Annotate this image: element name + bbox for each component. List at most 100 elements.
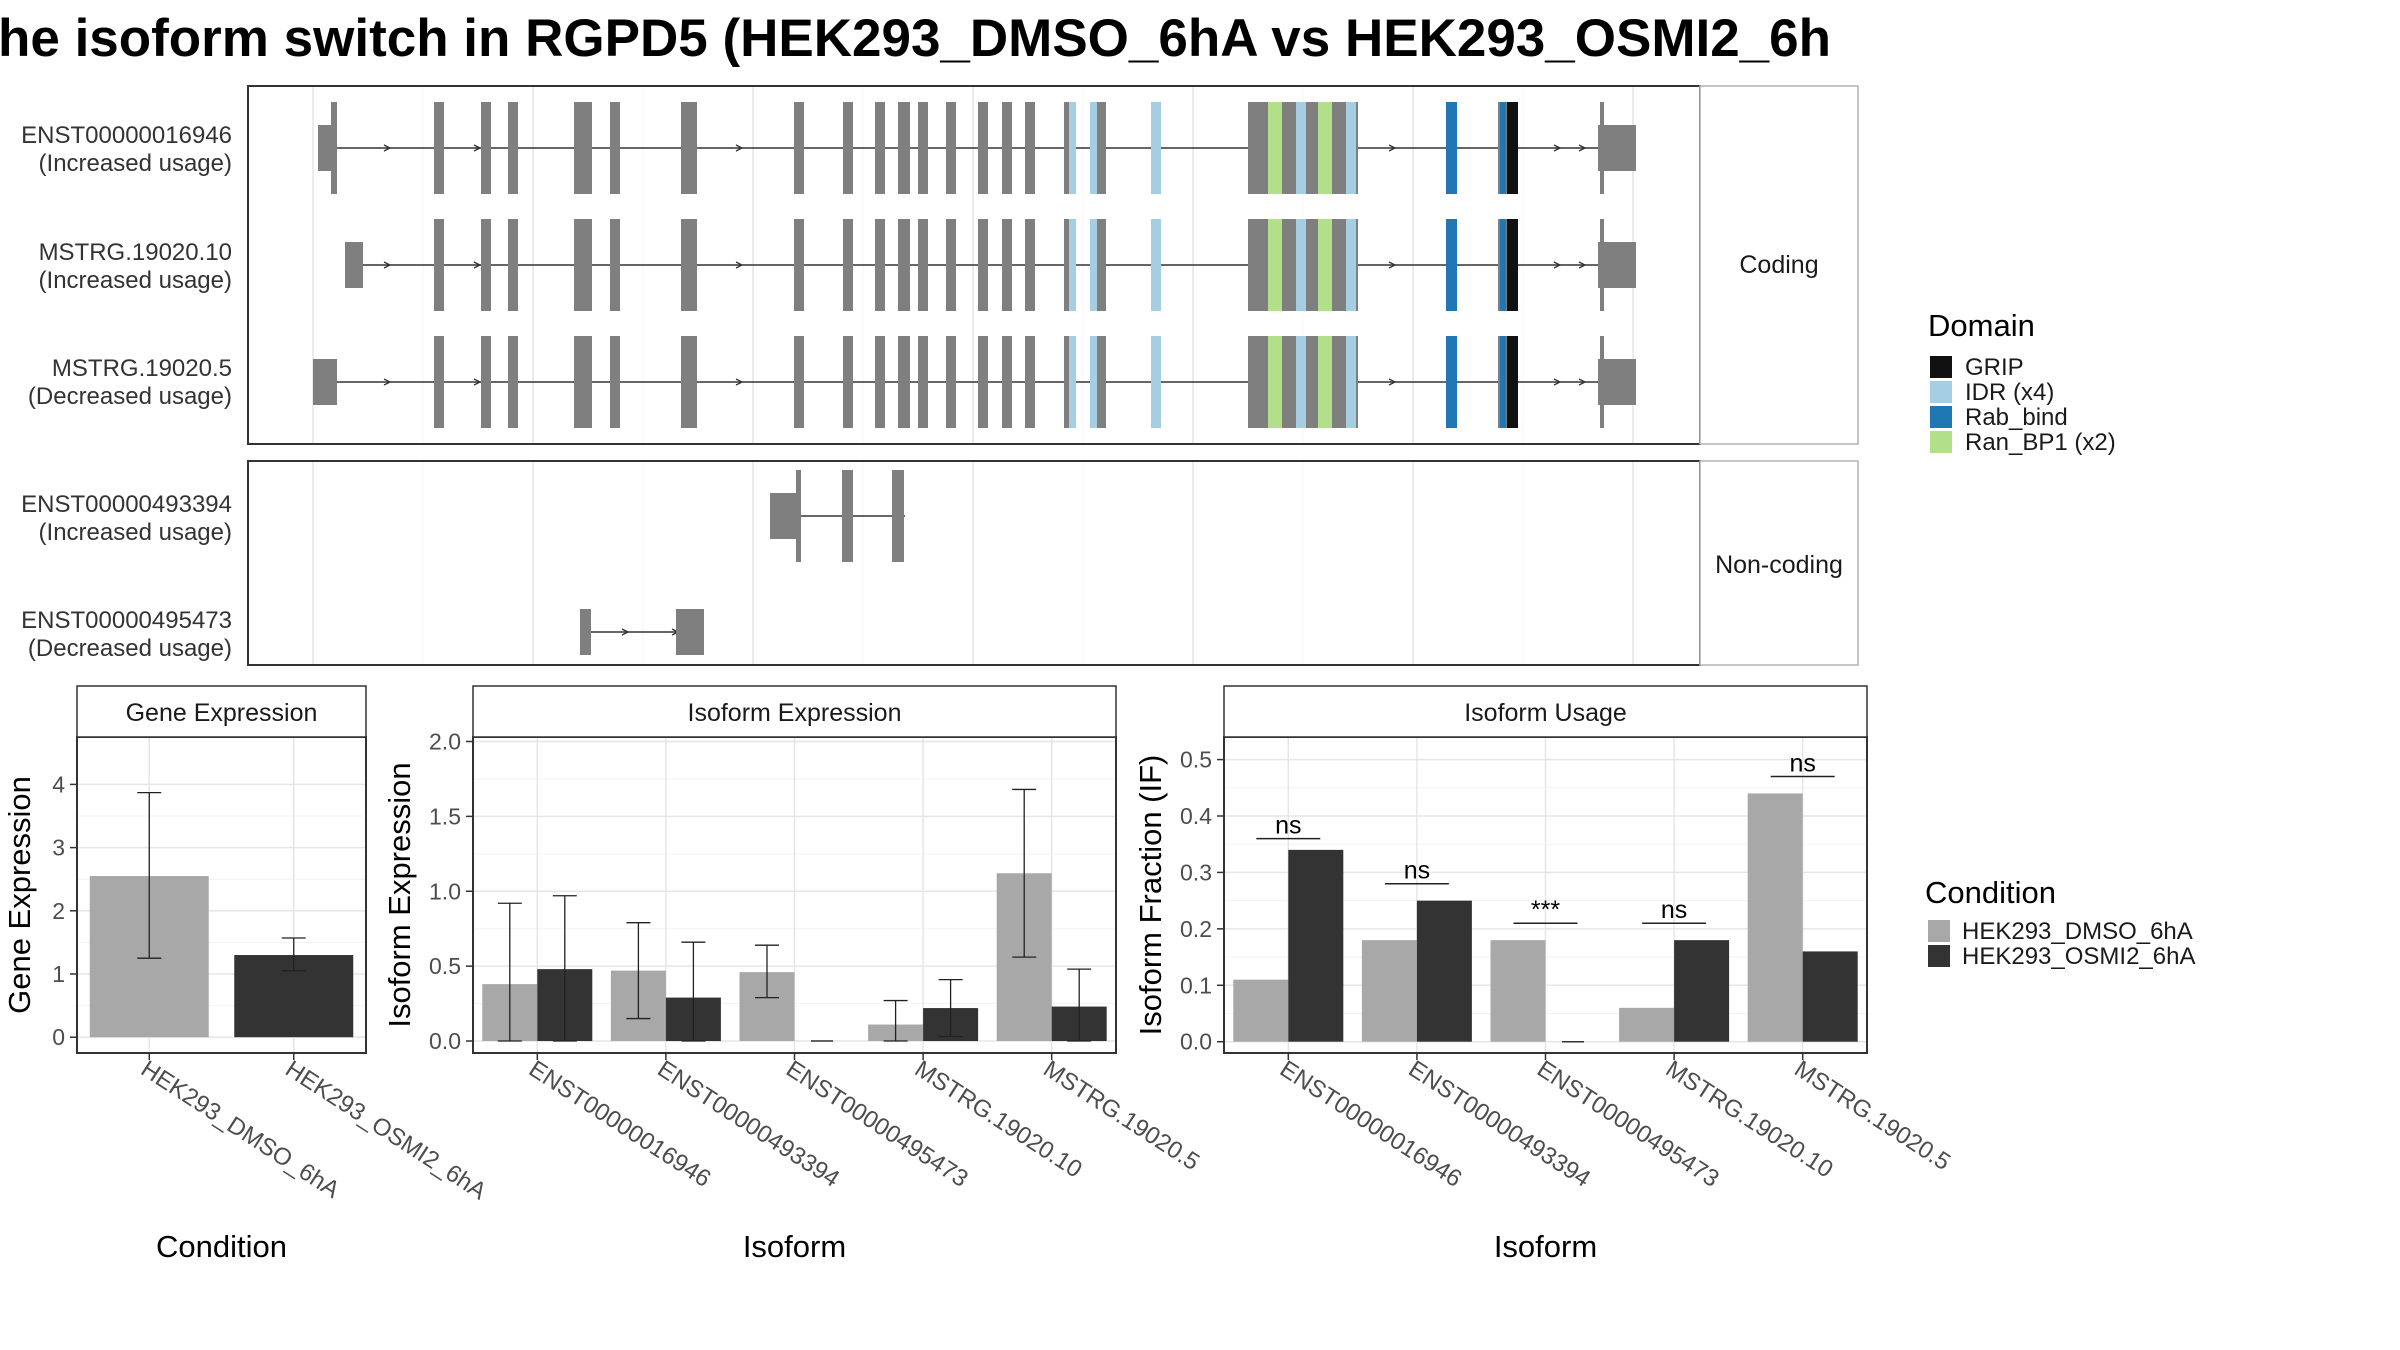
direction-arrow (383, 378, 392, 386)
direction-arrow (1553, 261, 1562, 269)
exon-block (978, 219, 988, 311)
exon-block (843, 219, 853, 311)
coding-panel: Coding (247, 85, 1859, 445)
exon-block (898, 336, 910, 428)
y-tick-label: 0.2 (1180, 916, 1212, 942)
panel-strip (472, 685, 1117, 738)
direction-arrow (1553, 378, 1562, 386)
transcript-label: ENST00000495473 (Decreased usage) (21, 607, 232, 662)
bar (1416, 900, 1472, 1042)
exon-block (610, 336, 620, 428)
exon-block (898, 102, 910, 194)
exon-block (610, 102, 620, 194)
legend-key (1928, 945, 1950, 967)
y-tick-label: 0.1 (1180, 972, 1212, 998)
y-tick-label: 0.5 (1180, 747, 1212, 773)
legend-key (1928, 920, 1950, 942)
exon-block (770, 493, 798, 539)
direction-arrow (383, 144, 392, 152)
exon-block (1025, 336, 1035, 428)
exon-block (345, 242, 363, 288)
domain-block (1069, 102, 1076, 194)
bar (1802, 951, 1858, 1042)
exon-block (313, 359, 337, 405)
direction-arrow (473, 378, 482, 386)
exon-block (610, 219, 620, 311)
bar (1747, 793, 1803, 1042)
exon-block (481, 336, 491, 428)
domain-block (1500, 336, 1506, 428)
exon-block (434, 336, 444, 428)
y-tick-label: 1.5 (429, 803, 461, 829)
significance-label: *** (1531, 896, 1560, 924)
exon-block (1096, 219, 1106, 311)
exon-block (918, 102, 928, 194)
significance-label: ns (1789, 750, 1815, 778)
exon-block (508, 219, 518, 311)
y-tick-label: 3 (52, 835, 65, 861)
bar (1619, 1007, 1675, 1042)
y-tick-label: 2 (52, 898, 65, 924)
exon-block (946, 102, 956, 194)
direction-arrow (1578, 144, 1587, 152)
legend-label: Rab_bind (1965, 404, 2068, 431)
exon-block (875, 219, 885, 311)
domain-block (1151, 219, 1161, 311)
exon-block (1598, 359, 1636, 405)
exon-block (946, 336, 956, 428)
exon-block (918, 219, 928, 311)
y-axis-label: Gene Expression (2, 776, 37, 1014)
direction-arrow (1553, 144, 1562, 152)
domain-block (1507, 102, 1518, 194)
domain-block (1151, 102, 1161, 194)
domain-block (1318, 102, 1332, 194)
exon-block (318, 125, 332, 171)
transcript-label: MSTRG.19020.10 (Increased usage) (39, 239, 232, 294)
direction-arrow (473, 144, 482, 152)
domain-block (1069, 336, 1076, 428)
exon-block (1598, 125, 1636, 171)
exon-block (580, 609, 591, 655)
transcript-track (313, 336, 1636, 428)
direction-arrow (735, 144, 744, 152)
exon-block (892, 470, 904, 562)
domain-block (1446, 219, 1457, 311)
legend-label: Ran_BP1 (x2) (1965, 429, 2116, 456)
x-axis-label: Isoform (1494, 1229, 1597, 1264)
y-tick-label: 0.4 (1180, 803, 1212, 829)
exon-block (978, 102, 988, 194)
exon-block (842, 470, 853, 562)
significance-label: ns (1404, 857, 1430, 885)
domain-block (1446, 336, 1457, 428)
domain-block (1268, 336, 1282, 428)
y-tick-label: 0.3 (1180, 859, 1212, 885)
exon-block (681, 219, 697, 311)
exon-block (1002, 336, 1012, 428)
exon-block (1025, 219, 1035, 311)
condition-legend-title: Condition (1925, 875, 2056, 910)
legend-key (1930, 356, 1952, 378)
legend-label: HEK293_DMSO_6hA (1962, 918, 2193, 945)
domain-block (1346, 102, 1356, 194)
y-tick-label: 0 (52, 1024, 65, 1050)
direction-arrow (621, 628, 630, 636)
exon-block (978, 336, 988, 428)
exon-block (681, 102, 697, 194)
isoform-usage-panel: ns ns *** ns ns Isoform Usage 0.0 0.1 0.2 0.3 0.4 0… (1133, 685, 1955, 1264)
bar (1361, 940, 1417, 1042)
direction-arrow (1388, 261, 1397, 269)
x-axis-label: Isoform (743, 1229, 846, 1264)
panel-title: Isoform Expression (688, 699, 902, 727)
significance-label: ns (1661, 896, 1687, 924)
domain-block (1346, 336, 1356, 428)
domain-block (1318, 336, 1332, 428)
domain-block (1069, 219, 1076, 311)
panel-title: Gene Expression (126, 699, 318, 727)
exon-block (1025, 102, 1035, 194)
direction-arrow (735, 261, 744, 269)
bar (1288, 849, 1344, 1042)
transcript-track (345, 219, 1636, 311)
y-tick-label: 2.0 (429, 728, 461, 754)
